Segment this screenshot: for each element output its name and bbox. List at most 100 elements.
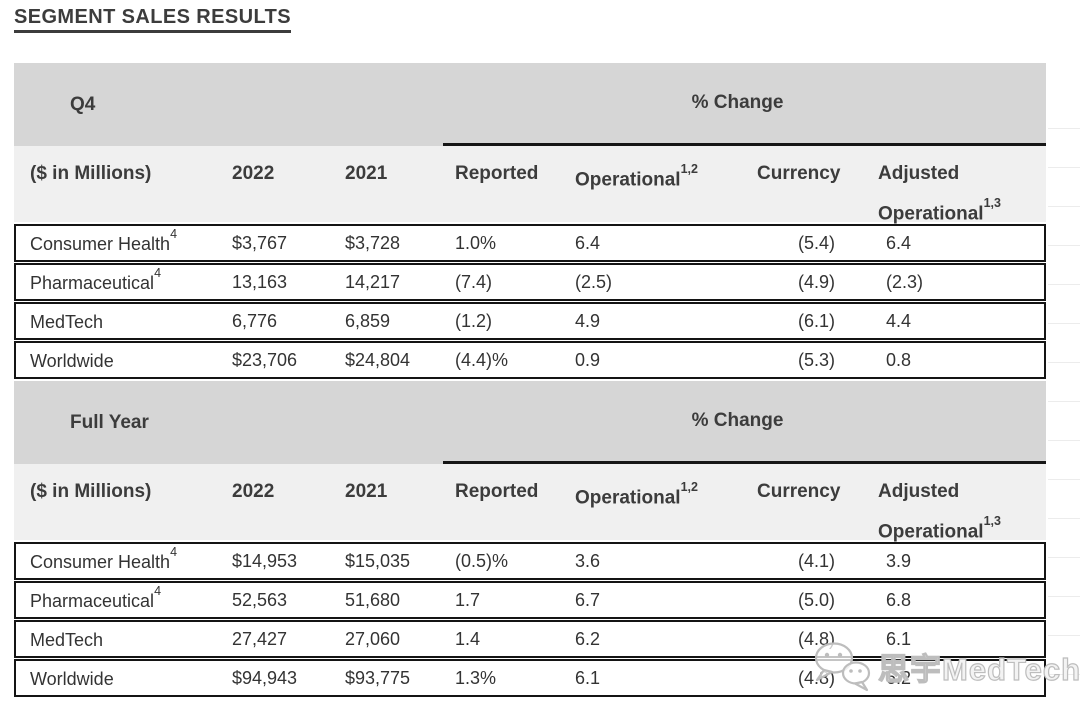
cell-currency: (5.0)	[798, 589, 836, 610]
cell-adjusted-operational: 4.4	[886, 310, 912, 331]
column-header-adjusted-operational: Adjusted Operational1,3	[878, 163, 1001, 225]
cell-currency: (4.9)	[798, 271, 836, 292]
column-header-2022: 2022	[232, 481, 275, 502]
cell-reported: (0.5)%	[455, 550, 509, 571]
cell-2021: $93,775	[345, 667, 411, 688]
q4-section: Q4 % Change ($ in Millions) 2022 2021 Re…	[14, 63, 1046, 380]
segment-footnote-sup: 4	[154, 583, 162, 598]
segment-label: Worldwide	[30, 668, 114, 689]
segment-footnote-sup: 4	[170, 544, 178, 559]
column-header-2021: 2021	[345, 481, 388, 502]
column-header-reported: Reported	[455, 163, 539, 184]
full-year-period-label: Full Year	[70, 411, 149, 433]
cell-operational: 6.1	[575, 667, 601, 688]
cell-2021: $3,728	[345, 232, 401, 253]
cell-2022: $3,767	[232, 232, 288, 253]
full-year-rows: Consumer Health4 $14,953 $15,035 (0.5)% …	[14, 542, 1046, 697]
operational-footnote-sup: 1,2	[680, 480, 698, 494]
cell-2021: $15,035	[345, 550, 411, 571]
column-header-operational: Operational1,2	[575, 162, 698, 191]
column-header-unit: ($ in Millions)	[30, 481, 152, 502]
cell-reported: 1.0%	[455, 232, 497, 253]
cell-adjusted-operational: 6.2	[886, 667, 912, 688]
segment-label: Consumer Health4	[30, 544, 178, 572]
full-year-section-header-band: Full Year % Change	[14, 381, 1046, 464]
cell-operational: 0.9	[575, 349, 601, 370]
cell-2022: 6,776	[232, 310, 278, 331]
cell-operational: 6.7	[575, 589, 601, 610]
cell-reported: 1.3%	[455, 667, 497, 688]
column-header-currency: Currency	[757, 163, 841, 184]
cell-operational: 4.9	[575, 310, 601, 331]
cell-adjusted-operational: 3.9	[886, 550, 912, 571]
cell-operational: 6.4	[575, 232, 601, 253]
cell-currency: (5.3)	[798, 349, 836, 370]
table-row-pharmaceutical: Pharmaceutical4 52,563 51,680 1.7 6.7 (5…	[14, 581, 1046, 619]
table-row-worldwide: Worldwide $23,706 $24,804 (4.4)% 0.9 (5.…	[14, 341, 1046, 379]
segment-label: MedTech	[30, 629, 104, 650]
cell-2021: 14,217	[345, 271, 401, 292]
cell-2022: $23,706	[232, 349, 298, 370]
cell-2021: $24,804	[345, 349, 411, 370]
full-year-section: Full Year % Change ($ in Millions) 2022 …	[14, 381, 1046, 698]
cell-2022: 52,563	[232, 589, 288, 610]
table-row-medtech: MedTech 27,427 27,060 1.4 6.2 (4.8) 6.1	[14, 620, 1046, 658]
segment-footnote-sup: 4	[154, 265, 162, 280]
cell-reported: 1.4	[455, 628, 481, 649]
table-row-worldwide: Worldwide $94,943 $93,775 1.3% 6.1 (4.8)…	[14, 659, 1046, 697]
segment-label: Consumer Health4	[30, 226, 178, 254]
operational-footnote-sup: 1,2	[680, 162, 698, 176]
column-header-unit: ($ in Millions)	[30, 163, 152, 184]
cell-adjusted-operational: (2.3)	[886, 271, 924, 292]
cell-2021: 51,680	[345, 589, 401, 610]
cell-reported: 1.7	[455, 589, 481, 610]
cell-2022: $14,953	[232, 550, 298, 571]
full-year-percent-change-group-header: % Change	[443, 381, 1046, 464]
q4-period-label: Q4	[70, 93, 96, 115]
cell-currency: (4.8)	[798, 667, 836, 688]
adjusted-operational-footnote-sup: 1,3	[983, 514, 1001, 528]
column-header-reported: Reported	[455, 481, 539, 502]
cell-reported: (4.4)%	[455, 349, 509, 370]
segment-label: Pharmaceutical4	[30, 265, 162, 293]
column-header-2022: 2022	[232, 163, 275, 184]
column-header-currency: Currency	[757, 481, 841, 502]
segment-label: Pharmaceutical4	[30, 583, 162, 611]
cell-currency: (6.1)	[798, 310, 836, 331]
cell-operational: 3.6	[575, 550, 601, 571]
full-year-column-header-row: ($ in Millions) 2022 2021 Reported Opera…	[14, 464, 1046, 542]
table-row-pharmaceutical: Pharmaceutical4 13,163 14,217 (7.4) (2.5…	[14, 263, 1046, 301]
q4-percent-change-group-header: % Change	[443, 63, 1046, 146]
cell-reported: (1.2)	[455, 310, 493, 331]
q4-section-header-band: Q4 % Change	[14, 63, 1046, 146]
table-row-consumer-health: Consumer Health4 $3,767 $3,728 1.0% 6.4 …	[14, 224, 1046, 262]
page-title: SEGMENT SALES RESULTS	[14, 6, 291, 33]
segment-footnote-sup: 4	[170, 226, 178, 241]
column-header-operational: Operational1,2	[575, 480, 698, 509]
cell-adjusted-operational: 0.8	[886, 349, 912, 370]
segment-label: MedTech	[30, 311, 104, 332]
cell-2022: 27,427	[232, 628, 288, 649]
cell-currency: (4.1)	[798, 550, 836, 571]
q4-rows: Consumer Health4 $3,767 $3,728 1.0% 6.4 …	[14, 224, 1046, 379]
segment-label: Worldwide	[30, 350, 114, 371]
column-header-2021: 2021	[345, 163, 388, 184]
cell-2021: 6,859	[345, 310, 391, 331]
table-row-medtech: MedTech 6,776 6,859 (1.2) 4.9 (6.1) 4.4	[14, 302, 1046, 340]
table-row-consumer-health: Consumer Health4 $14,953 $15,035 (0.5)% …	[14, 542, 1046, 580]
column-header-adjusted-operational: Adjusted Operational1,3	[878, 481, 1001, 543]
background-row-ruling	[1048, 128, 1080, 698]
cell-adjusted-operational: 6.8	[886, 589, 912, 610]
adjusted-operational-footnote-sup: 1,3	[983, 196, 1001, 210]
cell-2021: 27,060	[345, 628, 401, 649]
cell-currency: (5.4)	[798, 232, 836, 253]
cell-2022: 13,163	[232, 271, 288, 292]
cell-currency: (4.8)	[798, 628, 836, 649]
cell-adjusted-operational: 6.1	[886, 628, 912, 649]
cell-reported: (7.4)	[455, 271, 493, 292]
cell-2022: $94,943	[232, 667, 298, 688]
cell-operational: 6.2	[575, 628, 601, 649]
cell-adjusted-operational: 6.4	[886, 232, 912, 253]
q4-column-header-row: ($ in Millions) 2022 2021 Reported Opera…	[14, 146, 1046, 224]
